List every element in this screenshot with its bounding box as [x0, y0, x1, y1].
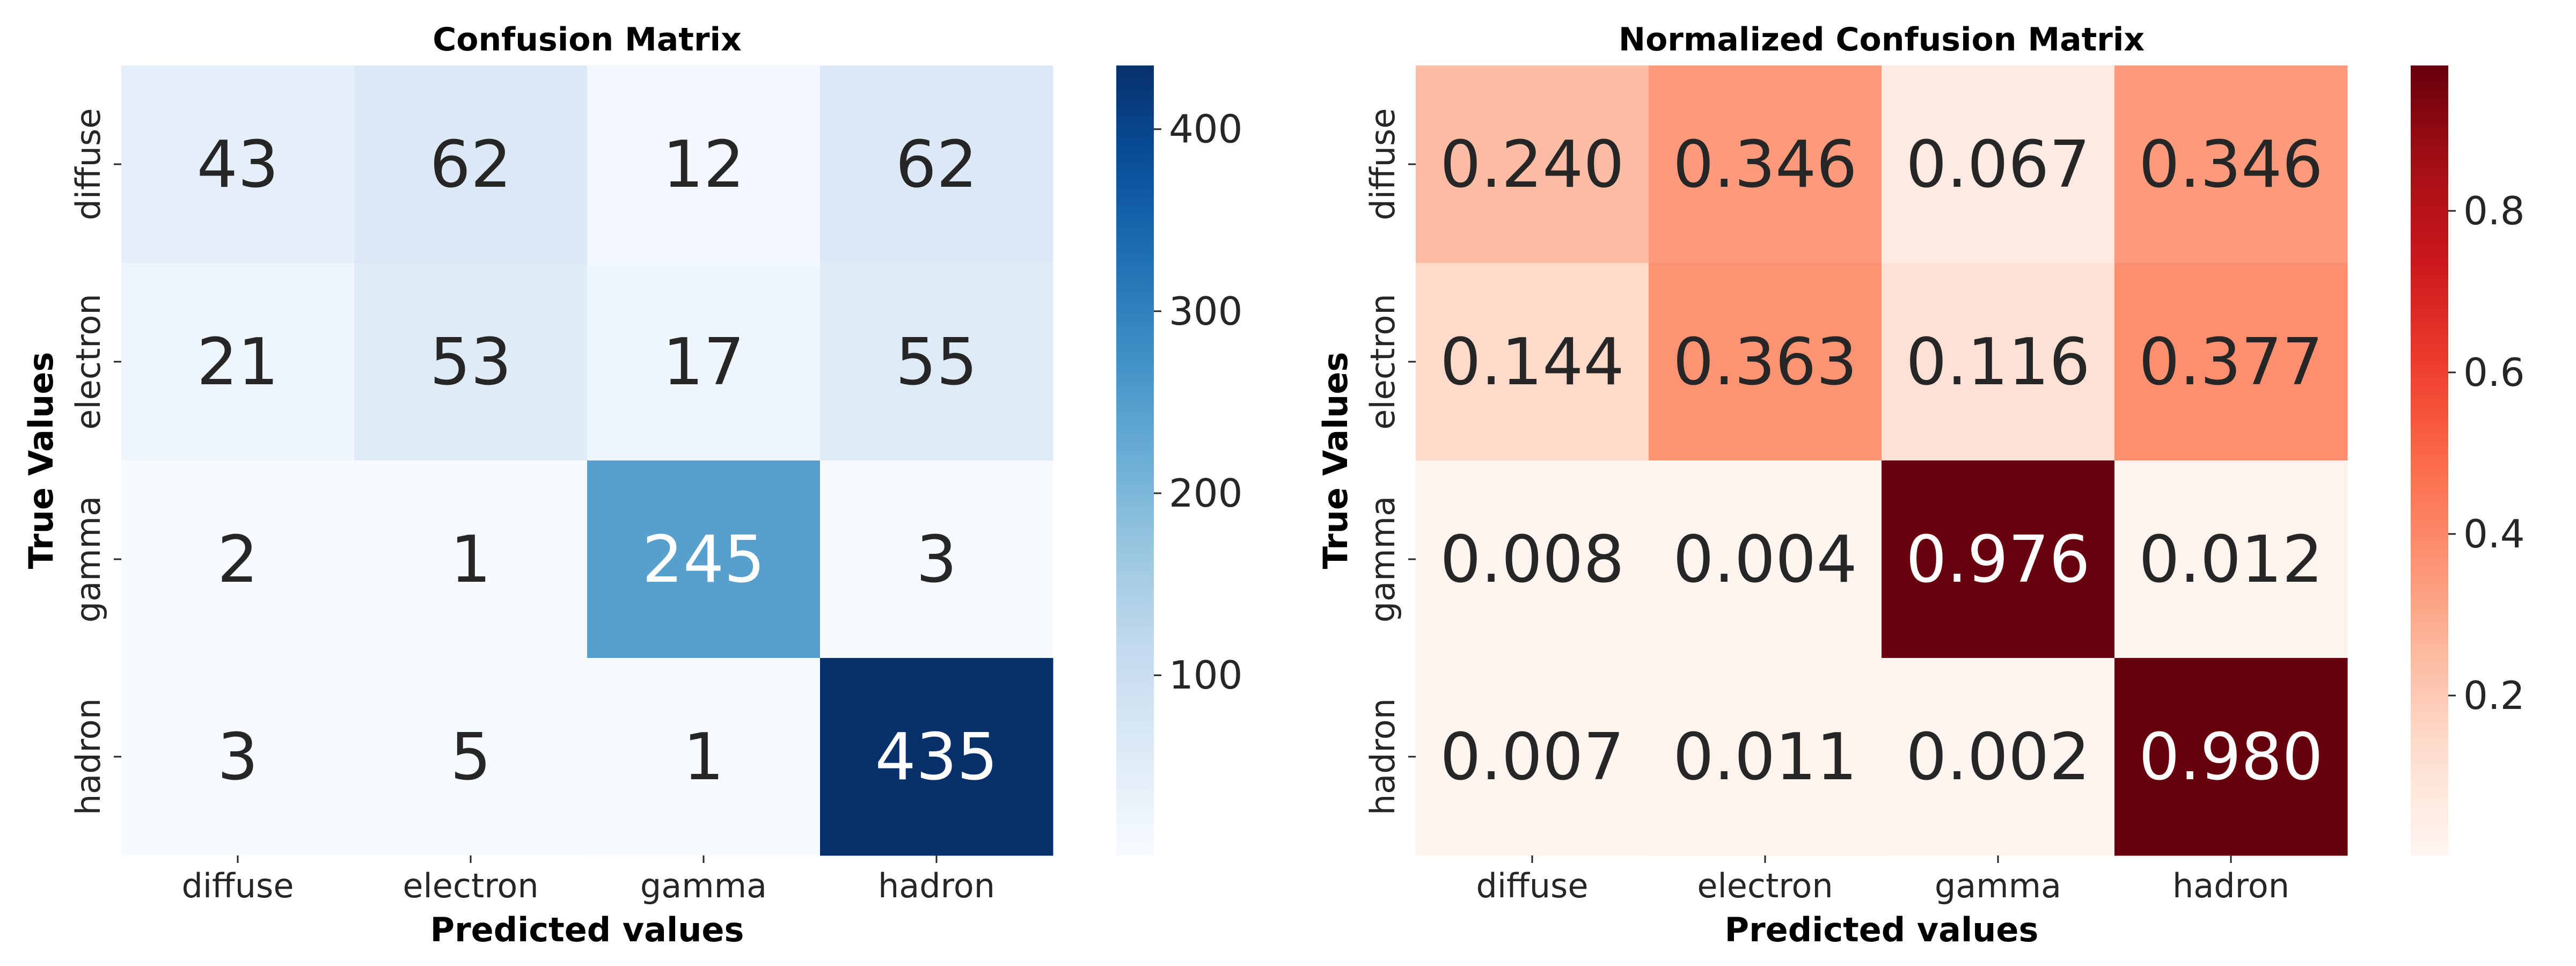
heatmap-cell [1882, 65, 2115, 264]
heatmap-cell [121, 658, 355, 856]
cell-value-label: 0.008 [1440, 523, 1624, 597]
cell-value-label: 0.346 [1673, 128, 1857, 202]
y-tick-label: hadron [69, 698, 108, 815]
heatmap-cell [1882, 263, 2115, 461]
heatmap-cell [1416, 65, 1649, 264]
heatmap-cell [1649, 460, 1882, 658]
x-axis-label: Predicted values [1725, 910, 2039, 949]
heatmap-cell [1882, 460, 2115, 658]
chart-title: Normalized Confusion Matrix [1619, 21, 2145, 58]
colorbar-tick-label: 100 [1169, 653, 1242, 698]
cell-value-label: 435 [875, 720, 998, 795]
heatmap-cell [1416, 263, 1649, 461]
x-tick-label: electron [1697, 866, 1833, 905]
x-tick-label: gamma [1935, 866, 2061, 905]
x-tick-label: hadron [878, 866, 995, 905]
cell-value-label: 0.363 [1673, 325, 1857, 400]
colorbar [2411, 65, 2448, 855]
y-tick-label: gamma [69, 496, 108, 623]
y-tick-label: electron [69, 294, 108, 429]
y-axis-label: True Values [1316, 352, 1355, 569]
heatmap-cell [820, 658, 1053, 856]
cell-value-label: 43 [197, 128, 279, 202]
heatmap-cell [820, 263, 1053, 461]
x-axis-label: Predicted values [430, 910, 744, 949]
heatmap-cell [587, 460, 821, 658]
cell-value-label: 53 [430, 325, 512, 400]
cell-value-label: 0.067 [1906, 128, 2090, 202]
heatmap-cell [587, 263, 821, 461]
heatmap-cell [121, 263, 355, 461]
cell-value-label: 0.240 [1440, 128, 1624, 202]
heatmap-cell [1416, 658, 1649, 856]
x-tick-label: electron [402, 866, 538, 905]
cell-value-label: 0.116 [1906, 325, 2090, 400]
heatmap-cell [1649, 658, 1882, 856]
cell-value-label: 1 [450, 523, 491, 597]
cell-value-label: 245 [642, 523, 765, 597]
cell-value-label: 0.011 [1673, 720, 1857, 795]
cell-value-label: 0.002 [1906, 720, 2090, 795]
heatmap-cell [2114, 658, 2348, 856]
colorbar-tick-label: 400 [1169, 107, 1242, 152]
colorbar-tick-label: 200 [1169, 471, 1242, 516]
colorbar [1116, 65, 1154, 855]
y-tick-label: gamma [1363, 496, 1402, 623]
heatmap-cell [820, 460, 1053, 658]
heatmap-cell [1416, 460, 1649, 658]
x-tick-label: hadron [2172, 866, 2289, 905]
x-tick-label: diffuse [1476, 866, 1588, 905]
cell-value-label: 21 [197, 325, 279, 400]
heatmap-cell [1649, 65, 1882, 264]
heatmap-cell [587, 65, 821, 264]
chart-title: Confusion Matrix [433, 21, 742, 58]
y-tick-label: diffuse [1363, 108, 1402, 220]
cell-value-label: 0.004 [1673, 523, 1857, 597]
heatmap-cell [820, 65, 1053, 264]
cell-value-label: 0.377 [2139, 325, 2323, 400]
cell-value-label: 3 [916, 523, 957, 597]
heatmap-cell [121, 460, 355, 658]
heatmap-cell [2114, 65, 2348, 264]
y-axis-label: True Values [21, 352, 61, 569]
x-tick-label: diffuse [181, 866, 294, 905]
cell-value-label: 62 [430, 128, 512, 202]
cell-value-label: 3 [217, 720, 258, 795]
cell-value-label: 0.976 [1906, 523, 2090, 597]
heatmap-cell [354, 658, 588, 856]
cell-value-label: 0.144 [1440, 325, 1624, 400]
colorbar-tick-label: 0.4 [2463, 511, 2525, 557]
heatmap-cell [354, 65, 588, 264]
colorbar-tick-label: 0.6 [2463, 350, 2525, 395]
heatmap-cell [354, 460, 588, 658]
cell-value-label: 12 [663, 128, 745, 202]
colorbar-tick-label: 0.2 [2463, 673, 2525, 718]
heatmap-panel-2: Normalized Confusion Matrix 0.240 0.346 0.0… [1316, 21, 2525, 949]
x-tick-label: gamma [640, 866, 767, 905]
cell-value-label: 1 [683, 720, 724, 795]
colorbar-tick-label: 300 [1169, 289, 1242, 334]
cell-value-label: 17 [663, 325, 745, 400]
heatmap-cell [354, 263, 588, 461]
y-tick-label: diffuse [69, 108, 108, 220]
cell-value-label: 5 [450, 720, 491, 795]
heatmap-cell [587, 658, 821, 856]
y-tick-label: hadron [1363, 698, 1402, 815]
heatmap-cell [1882, 658, 2115, 856]
cell-value-label: 62 [896, 128, 978, 202]
colorbar-tick-label: 0.8 [2463, 188, 2525, 233]
y-tick-label: electron [1363, 294, 1402, 429]
cell-value-label: 2 [217, 523, 258, 597]
heatmap-cell [121, 65, 355, 264]
cell-value-label: 0.007 [1440, 720, 1624, 795]
heatmap-cell [2114, 263, 2348, 461]
cell-value-label: 55 [896, 325, 978, 400]
heatmap-cell [2114, 460, 2348, 658]
cell-value-label: 0.346 [2139, 128, 2323, 202]
cell-value-label: 0.980 [2139, 720, 2323, 795]
heatmap-cell [1649, 263, 1882, 461]
cell-value-label: 0.012 [2139, 523, 2323, 597]
